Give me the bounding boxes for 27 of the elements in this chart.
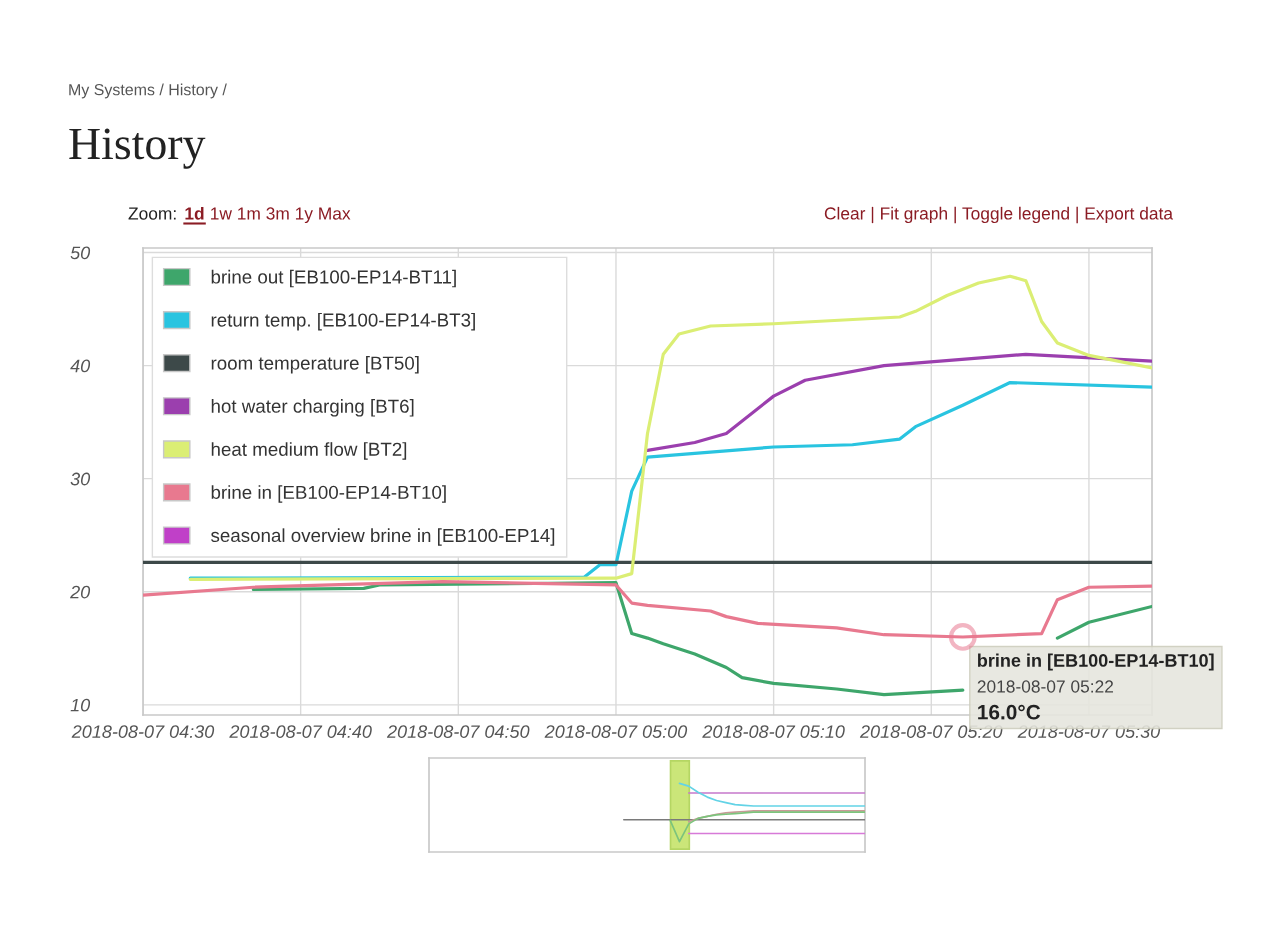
text: My Systems / History / [69,83,227,99]
text: 1w 1m 3m 1y Max [211,207,351,224]
y-tick-label: 50 [70,246,91,260]
legend-label: brine in [EB100-EP14-BT10] [211,485,446,503]
x-tick-label: 2018-08-07 04:40 [229,725,372,738]
y-tick-label: 30 [70,472,91,486]
legend-label: heat medium flow [BT2] [211,442,407,460]
y-tick-label: 20 [70,585,91,599]
legend-label: room temperature [BT50] [211,356,419,374]
chart-title: History [69,128,206,169]
legend-label: seasonal overview brine in [EB100-EP14] [211,528,555,546]
legend-label: hot water charging [BT6] [211,399,414,417]
x-tick-label: 2018-08-07 05:30 [1017,725,1161,738]
legend-label: brine out [EB100-EP14-BT11] [211,269,456,288]
text: 1d [185,206,204,220]
line-series [645,352,1152,452]
x-tick-label: 2018-08-07 05:20 [859,725,1003,738]
annotation: brine in [EB100-EP14-BT10] 2018-08-07 05:22 16.0°C [977,653,1214,720]
x-tick-label: 2018-08-07 04:30 [71,725,215,738]
text: Clear | Fit graph | Toggle legend | Export data [824,206,1174,224]
x-tick-label: 2018-08-07 04:50 [386,725,530,738]
x-tick-label: 2018-08-07 05:00 [544,725,688,738]
legend-label: return temp. [EB100-EP14-BT3] [211,312,475,331]
text: Zoom: [128,207,176,220]
x-tick-label: 2018-08-07 05:10 [702,725,845,738]
y-tick-label: 10 [70,698,91,712]
y-tick-label: 40 [70,359,91,373]
